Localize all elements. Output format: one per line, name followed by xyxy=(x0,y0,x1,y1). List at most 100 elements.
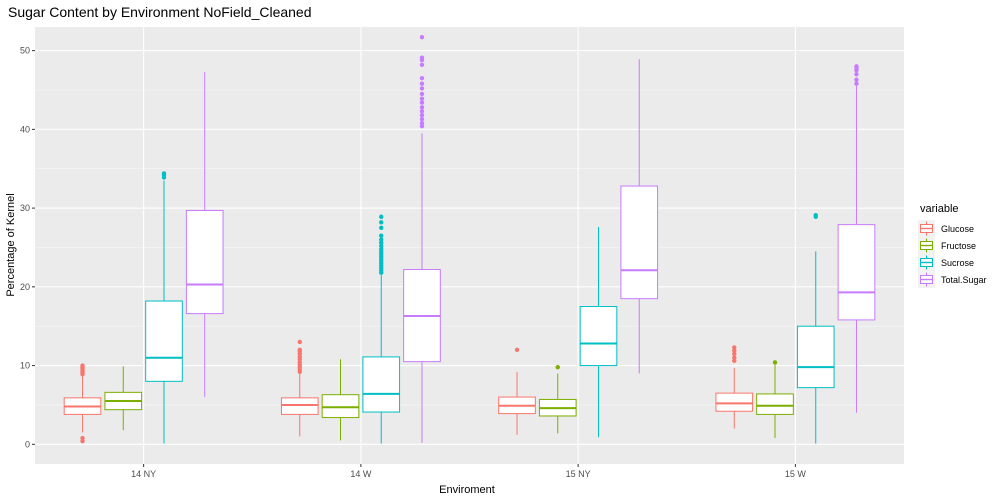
box-iqr xyxy=(362,356,401,413)
panel-background xyxy=(35,27,904,464)
outlier-point xyxy=(419,120,425,126)
box xyxy=(321,359,360,441)
box xyxy=(538,364,577,434)
outlier-point xyxy=(297,354,302,360)
box-iqr xyxy=(280,397,319,415)
outlier-point xyxy=(297,360,302,365)
box-iqr xyxy=(837,224,876,321)
x-tick-label: 15 W xyxy=(785,469,807,479)
outlier-point xyxy=(419,96,425,101)
box xyxy=(362,214,401,444)
outlier-point xyxy=(555,364,560,370)
x-tick-label: 14 NY xyxy=(131,469,156,479)
box xyxy=(756,360,794,439)
outlier-point xyxy=(732,355,737,360)
outlier-point xyxy=(379,225,384,230)
y-tick-label: 50 xyxy=(20,46,30,56)
box-iqr xyxy=(321,394,360,419)
box xyxy=(145,171,183,444)
outlier-point xyxy=(419,81,425,86)
x-axis-title: Enviroment xyxy=(439,484,495,496)
outlier-point xyxy=(419,109,425,114)
outlier-point xyxy=(419,112,425,118)
outlier-point xyxy=(732,345,737,350)
box xyxy=(715,345,754,429)
outlier-point xyxy=(419,75,425,81)
legend-item: Sucrose xyxy=(918,254,974,271)
box-iqr xyxy=(620,185,659,300)
series-fructose xyxy=(104,359,794,441)
series-total-sugar xyxy=(185,35,876,443)
legend-item: Glucose xyxy=(918,220,974,237)
y-tick-label: 0 xyxy=(25,439,30,449)
outlier-point xyxy=(419,105,425,110)
outlier-point xyxy=(419,62,425,67)
box xyxy=(620,59,659,374)
outlier-point xyxy=(297,339,302,345)
box xyxy=(185,71,224,398)
boxes xyxy=(63,35,876,444)
grid-lines xyxy=(35,27,904,464)
outlier-point xyxy=(379,220,384,225)
box xyxy=(403,35,441,443)
outlier-point xyxy=(419,91,425,97)
box xyxy=(63,363,102,444)
outlier-point xyxy=(379,214,384,219)
outlier-point xyxy=(854,77,859,82)
box-iqr xyxy=(145,300,183,382)
box xyxy=(280,339,319,437)
outlier-point xyxy=(732,348,737,353)
outlier-point xyxy=(379,237,384,242)
outlier-point xyxy=(514,347,520,353)
legend-label: Total.Sugar xyxy=(941,275,987,285)
legend-label: Glucose xyxy=(941,224,974,234)
y-tick-label: 10 xyxy=(20,361,30,371)
outlier-point xyxy=(732,358,737,364)
legend-label: Fructose xyxy=(941,241,976,251)
axes: 0 10 20 30 40 50 14 NY 14 W 15 NY 15 W xyxy=(20,46,806,479)
box xyxy=(104,366,143,431)
box xyxy=(796,212,835,444)
outlier-point xyxy=(419,124,425,129)
outlier-point xyxy=(732,351,737,356)
outlier-point xyxy=(161,171,167,176)
outlier-point xyxy=(854,72,859,77)
outlier-point xyxy=(772,360,778,365)
outlier-point xyxy=(419,116,425,122)
outlier-point xyxy=(419,35,425,40)
outlier-point xyxy=(379,240,384,245)
plot-panel xyxy=(35,27,904,464)
series-sucrose xyxy=(145,171,835,444)
x-tick-label: 14 W xyxy=(350,469,372,479)
outlier-point xyxy=(854,81,859,86)
legend-title: variable xyxy=(920,203,959,215)
legend-label: Sucrose xyxy=(941,258,974,268)
legend-item: Fructose xyxy=(918,237,976,254)
y-tick-label: 30 xyxy=(20,203,30,213)
outlier-point xyxy=(419,86,425,91)
outlier-point xyxy=(419,100,425,105)
y-tick-label: 40 xyxy=(20,124,30,134)
box-iqr xyxy=(715,392,754,412)
outlier-point xyxy=(379,246,384,252)
box-iqr xyxy=(756,393,794,415)
outlier-point xyxy=(854,64,859,69)
outlier-point xyxy=(379,243,384,249)
outlier-point xyxy=(80,363,85,368)
outlier-point xyxy=(379,233,384,238)
chart-title: Sugar Content by Environment NoField_Cle… xyxy=(8,4,312,20)
y-tick-label: 20 xyxy=(20,282,30,292)
box-iqr xyxy=(579,306,618,367)
legend: variable Glucose Fructose Sucrose Total.Sug… xyxy=(918,203,987,288)
box xyxy=(498,347,536,435)
y-axis-title: Percentage of Kernel xyxy=(5,193,17,296)
box-iqr xyxy=(796,325,835,389)
legend-item: Total.Sugar xyxy=(918,271,987,288)
outlier-point xyxy=(813,212,818,218)
outlier-point xyxy=(80,435,85,441)
outlier-point xyxy=(80,438,85,444)
box xyxy=(837,64,876,413)
box-iqr xyxy=(185,209,224,315)
